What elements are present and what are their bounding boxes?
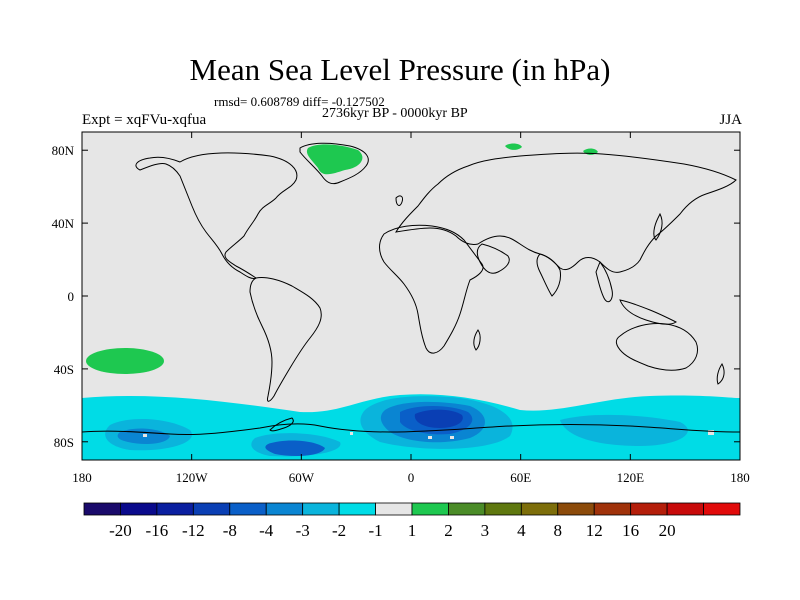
lon-tick-label: 0 — [408, 470, 415, 485]
coastline-antarctica — [82, 423, 740, 436]
colorbar-swatch — [666, 502, 704, 516]
coastline-eurasia — [395, 152, 737, 273]
anomaly-patch-indian-sector — [560, 414, 688, 446]
colorbar-swatch — [192, 502, 231, 516]
lat-tick-label: 80N — [52, 143, 75, 158]
plot-title: Mean Sea Level Pressure (in hPa) — [189, 52, 611, 87]
latitude-axis: 80N 40N 0 40S 80S — [52, 143, 740, 450]
colorbar-swatch — [411, 502, 449, 516]
colorbar: -20 -16 -12 -8 -4 -3 -2 -1 1 2 3 4 8 12 16 20 — [83, 502, 741, 540]
coastline-arabia — [476, 243, 510, 274]
colorbar-label: -12 — [182, 521, 205, 540]
coastline-southeast-asia — [595, 260, 677, 325]
colorbar-label: 4 — [517, 521, 526, 540]
lon-tick-label: 120W — [176, 470, 209, 485]
lon-tick-label: 60E — [510, 470, 531, 485]
coastline-new-zealand — [716, 363, 725, 385]
lon-tick-label: 60W — [289, 470, 315, 485]
colorbar-swatch — [83, 502, 121, 516]
longitude-axis: 180 120W 60W 0 60E 120E 180 — [72, 132, 750, 485]
colorbar-label: 8 — [554, 521, 563, 540]
colorbar-swatch — [338, 502, 376, 516]
lat-tick-label: 40S — [54, 362, 74, 377]
colorbar-label: 1 — [408, 521, 417, 540]
colorbar-label: 12 — [586, 521, 603, 540]
colorbar-swatch — [703, 502, 741, 516]
coastline-greenland — [299, 142, 369, 185]
anomaly-positive-greenland — [306, 144, 363, 175]
lat-tick-label: 40N — [52, 216, 75, 231]
colorbar-swatch — [484, 502, 522, 516]
colorbar-label: -20 — [109, 521, 132, 540]
anomaly-core-weddell-inner — [414, 409, 463, 428]
anomaly-neutral-speckles — [143, 430, 714, 439]
colorbar-label: 2 — [444, 521, 453, 540]
lon-tick-label: 180 — [730, 470, 750, 485]
coastline-madagascar — [473, 329, 481, 351]
anomaly-positive-south-pacific — [86, 348, 164, 374]
map-panel — [81, 131, 741, 461]
anomaly-positive-arctic-small — [505, 143, 522, 150]
colorbar-label: -3 — [296, 521, 310, 540]
lat-tick-label: 80S — [54, 435, 74, 450]
period-text: 2736kyr BP - 0000kyr BP — [322, 106, 468, 121]
coastline-australia — [615, 323, 699, 371]
lon-tick-label: 120E — [617, 470, 645, 485]
colorbar-swatch — [229, 502, 267, 516]
stats-text: rmsd= 0.608789 diff= -0.127502 — [214, 94, 385, 109]
colorbar-label: -8 — [223, 521, 237, 540]
colorbar-label: 16 — [622, 521, 639, 540]
colorbar-label: -2 — [332, 521, 346, 540]
colorbar-label: 20 — [659, 521, 676, 540]
colorbar-swatch — [593, 502, 632, 516]
coastline-africa — [379, 224, 484, 354]
colorbar-label: -1 — [368, 521, 382, 540]
colorbar-label: -16 — [146, 521, 169, 540]
coastline-japan — [653, 212, 663, 241]
colorbar-label: -4 — [259, 521, 274, 540]
colorbar-swatch — [448, 502, 486, 516]
season-label: JJA — [719, 112, 742, 128]
colorbar-swatch — [520, 502, 559, 516]
coastlines — [82, 142, 740, 436]
experiment-label: Expt = xqFVu-xqfua — [82, 112, 207, 128]
colorbar-swatch — [375, 502, 413, 516]
coastline-north-america — [135, 152, 298, 279]
colorbar-swatch — [156, 502, 194, 516]
colorbar-swatch — [265, 502, 304, 516]
anomaly-core-amundsen — [265, 440, 325, 456]
lon-tick-label: 180 — [72, 470, 92, 485]
colorbar-swatch — [120, 502, 158, 516]
lat-tick-label: 0 — [68, 289, 75, 304]
coastline-south-america — [249, 277, 322, 402]
anomaly-fields — [82, 143, 740, 460]
coastline-antarctic-peninsula — [269, 417, 294, 432]
colorbar-swatch — [630, 502, 668, 516]
coastline-india — [536, 253, 561, 297]
colorbar-label: 3 — [481, 521, 490, 540]
colorbar-swatch — [557, 502, 595, 516]
coastline-uk — [395, 195, 403, 206]
colorbar-swatch — [302, 502, 340, 516]
